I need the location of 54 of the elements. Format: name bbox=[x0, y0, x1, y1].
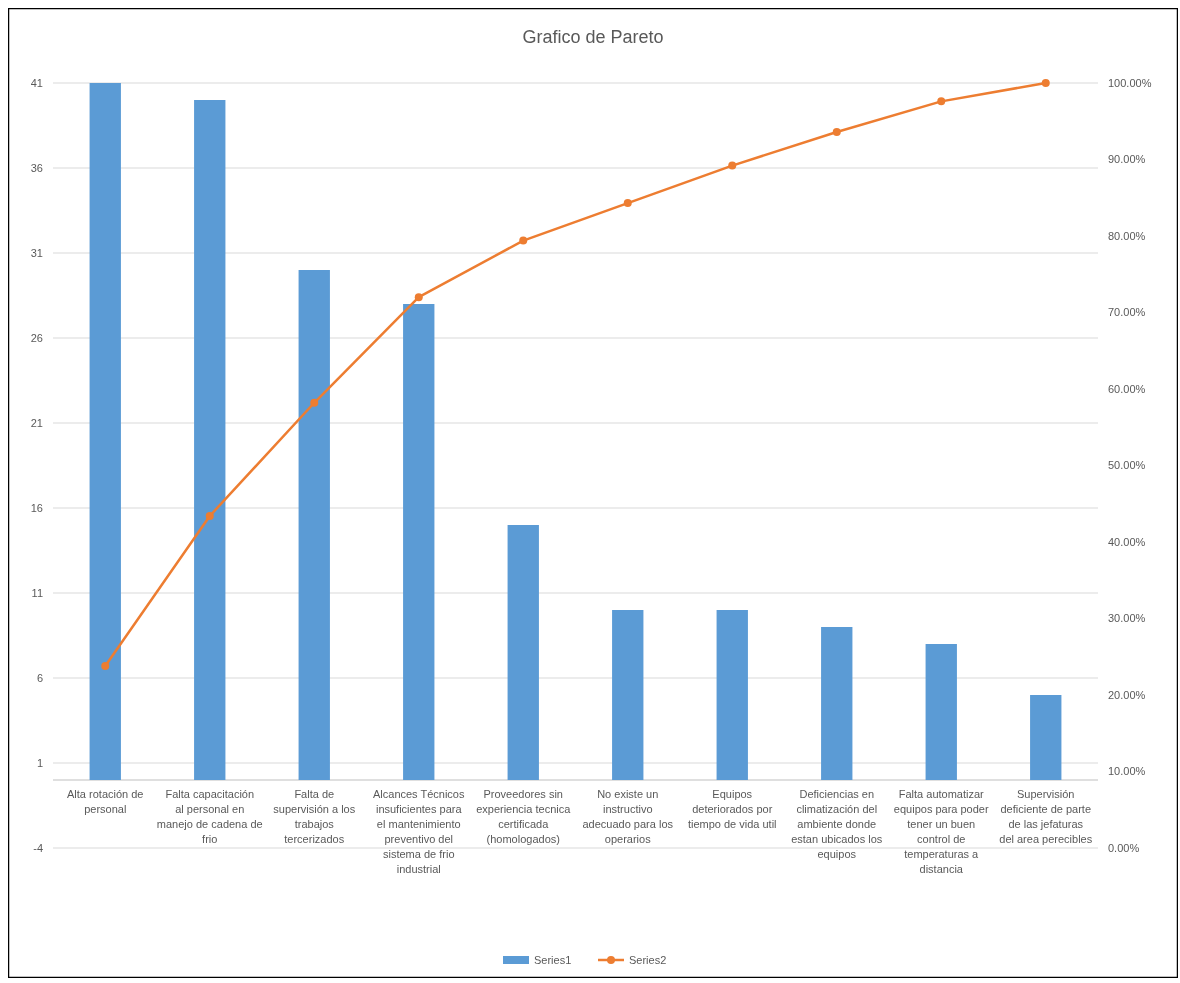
bar bbox=[821, 627, 853, 780]
y-tick-label: 16 bbox=[30, 501, 43, 514]
x-tick-label: No existe un instructivo adecuado para los operarios bbox=[582, 788, 674, 845]
point bbox=[1041, 79, 1050, 87]
x-tick-label: Falta automatizar equipos para poder tener un buen control de temperaturas a distancia bbox=[893, 788, 989, 875]
y2-tick-label: 10.00% bbox=[1108, 765, 1146, 778]
y2-tick-label: 50.00% bbox=[1108, 459, 1146, 472]
y-tick-label: 36 bbox=[30, 161, 43, 174]
legend-label: Series1 bbox=[534, 953, 572, 966]
y2-tick-label: 30.00% bbox=[1108, 612, 1146, 625]
point bbox=[310, 398, 319, 407]
bar bbox=[298, 270, 330, 780]
y2-tick-label: 60.00% bbox=[1108, 382, 1146, 395]
y-tick-label: -4 bbox=[33, 841, 43, 854]
point bbox=[414, 293, 423, 302]
y2-tick-label: 0.00% bbox=[1108, 841, 1140, 854]
point bbox=[832, 127, 841, 136]
point bbox=[728, 161, 737, 170]
y2-tick-label: 90.00% bbox=[1108, 153, 1146, 166]
bar bbox=[925, 644, 957, 780]
y2-tick-label: 20.00% bbox=[1108, 688, 1146, 701]
x-tick-label: Alcances Técnicos insuficientes para el mantenimiento preventivo del sistema de frio industrial bbox=[372, 788, 465, 875]
point bbox=[937, 97, 946, 106]
y-tick-label: 11 bbox=[31, 586, 43, 599]
x-tick-label: Falta capacitación al personal en manejo de cadena de frio bbox=[156, 788, 263, 845]
x-tick-label: Deficiencias en climatización del ambiente donde estan ubicados los equipos bbox=[791, 788, 883, 860]
x-tick-label: Alta rotación de personal bbox=[67, 788, 144, 815]
point bbox=[101, 661, 110, 670]
y2-tick-label: 80.00% bbox=[1108, 229, 1146, 242]
point bbox=[623, 199, 632, 208]
legend-label: Series2 bbox=[629, 953, 667, 966]
point bbox=[519, 236, 528, 245]
x-tick-label: Supervisión deficiente de parte de las jefaturas del area perecibles bbox=[999, 788, 1093, 845]
bar bbox=[403, 304, 435, 780]
y-tick-label: 6 bbox=[36, 671, 43, 684]
y-tick-label: 26 bbox=[30, 331, 43, 344]
bar bbox=[89, 83, 121, 780]
y2-tick-label: 70.00% bbox=[1108, 306, 1146, 319]
y2-tick-label: 100.00% bbox=[1108, 76, 1152, 89]
bar bbox=[1030, 695, 1062, 780]
x-tick-label: Equipos deteriorados por tiempo de vida util bbox=[687, 788, 777, 830]
chart-title: Grafico de Pareto bbox=[522, 27, 664, 47]
y-tick-label: 21 bbox=[30, 416, 43, 429]
x-tick-label: Proveedores sin experiencia tecnica certificada (homologados) bbox=[476, 788, 572, 845]
y-tick-label: 31 bbox=[30, 246, 43, 259]
bar bbox=[507, 525, 539, 780]
x-tick-label: Falta de supervisión a los trabajos tercerizados bbox=[273, 788, 356, 845]
y-tick-label: 1 bbox=[36, 756, 43, 769]
y2-tick-label: 40.00% bbox=[1108, 535, 1146, 548]
bar bbox=[612, 610, 644, 780]
bar bbox=[716, 610, 748, 780]
y-tick-label: 41 bbox=[30, 76, 43, 89]
point bbox=[205, 511, 214, 520]
bar bbox=[194, 100, 226, 780]
